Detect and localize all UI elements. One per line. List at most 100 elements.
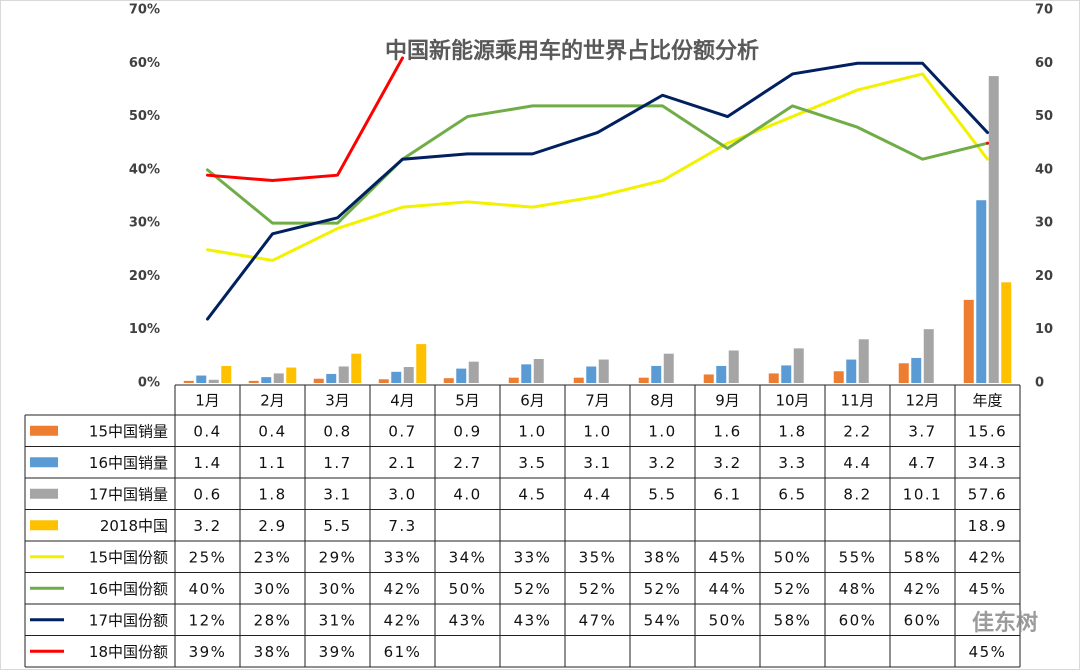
x-tick-label: 4月 [390,392,415,410]
table-cell: 38% [254,643,292,661]
bar [221,365,232,383]
y2-tick-label: 30 [1035,216,1053,231]
table-cell: 52% [644,580,682,598]
table-cell: 1.0 [648,422,676,440]
table-cell: 1.4 [193,454,221,472]
bar [573,377,584,383]
line [206,104,989,225]
bar [391,371,402,383]
table-cell: 44% [709,580,747,598]
table-cell: 45% [709,548,747,566]
legend-label: 17中国销量 [89,485,168,503]
bar [313,378,324,383]
x-tick-label: 1月 [195,392,220,410]
table-cell: 1.1 [258,454,286,472]
table-cell: 4.5 [518,485,546,503]
table-cell: 2.2 [843,422,871,440]
y-tick-label: 70% [129,3,160,18]
y-tick-label: 60% [129,56,160,71]
table-cell: 3.2 [193,517,221,535]
y-tick-label: 20% [129,269,160,284]
bar [638,377,649,383]
bar [273,373,284,383]
y-tick-label: 30% [129,216,160,231]
bar [533,359,544,383]
bar [976,200,987,383]
table-cell: 0.4 [193,422,221,440]
bar [598,359,609,383]
table-cell: 6.5 [778,485,806,503]
line [206,56,990,183]
table-cell: 48% [839,580,877,598]
table-cell: 0.6 [193,485,221,503]
table-cell: 50% [774,548,812,566]
x-tick-label: 年度 [972,392,1002,410]
bar [248,380,259,383]
table-cell: 25% [189,548,227,566]
legend-label: 16中国销量 [89,454,168,472]
bar [1001,282,1012,383]
x-tick-label: 12月 [905,392,939,410]
table-cell: 4.0 [453,485,481,503]
x-tick-label: 10月 [775,392,809,410]
table-cell: 2.1 [388,454,416,472]
bar [728,350,739,383]
bar [326,373,337,383]
y2-tick-label: 50 [1035,109,1053,124]
table-cell: 33% [384,548,422,566]
bar [416,344,427,383]
table-cell: 1.8 [778,422,806,440]
table-cell: 57.6 [968,485,1007,503]
table-cell: 5.5 [648,485,676,503]
bar [793,348,804,383]
table-cell: 0.9 [453,422,481,440]
bar [378,379,389,383]
table-cell: 39% [319,643,357,661]
x-tick-label: 7月 [585,392,610,410]
table-cell: 31% [319,611,357,629]
y-tick-label: 10% [129,322,160,337]
y2-tick-label: 20 [1035,269,1053,284]
bar [443,378,454,383]
table-cell: 60% [904,611,942,629]
bar [586,366,597,383]
bar [196,375,207,383]
table-cell: 7.3 [388,517,416,535]
table-cell: 61% [384,643,422,661]
bar [351,353,362,383]
y-tick-label: 40% [129,162,160,177]
table-cell: 35% [579,548,617,566]
table-cell: 3.2 [713,454,741,472]
x-tick-label: 8月 [650,392,675,410]
table-cell: 52% [579,580,617,598]
table-cell: 15.6 [968,422,1007,440]
y2-tick-label: 0 [1035,376,1044,391]
table-cell: 60% [839,611,877,629]
table-cell: 5.5 [323,517,351,535]
table-cell: 40% [189,580,227,598]
table-cell: 50% [449,580,487,598]
table-cell: 6.1 [713,485,741,503]
legend-swatch [30,520,58,531]
bar [963,299,974,383]
table-cell: 42% [969,548,1007,566]
table-cell: 1.7 [323,454,351,472]
y2-tick-label: 40 [1035,162,1053,177]
table-cell: 18.9 [968,517,1007,535]
y2-tick-label: 10 [1035,322,1053,337]
table-cell: 3.2 [648,454,676,472]
table-cell: 4.7 [908,454,936,472]
table-cell: 42% [904,580,942,598]
bar [703,374,714,383]
table-cell: 4.4 [843,454,871,472]
bar [456,368,467,383]
table-cell: 52% [514,580,552,598]
table-cell: 39% [189,643,227,661]
table-cell: 23% [254,548,292,566]
legend-label: 15中国销量 [89,422,168,440]
bar [663,353,674,383]
x-tick-label: 6月 [520,392,545,410]
table-cell: 3.5 [518,454,546,472]
table-cell: 2.9 [258,517,286,535]
table-cell: 1.6 [713,422,741,440]
